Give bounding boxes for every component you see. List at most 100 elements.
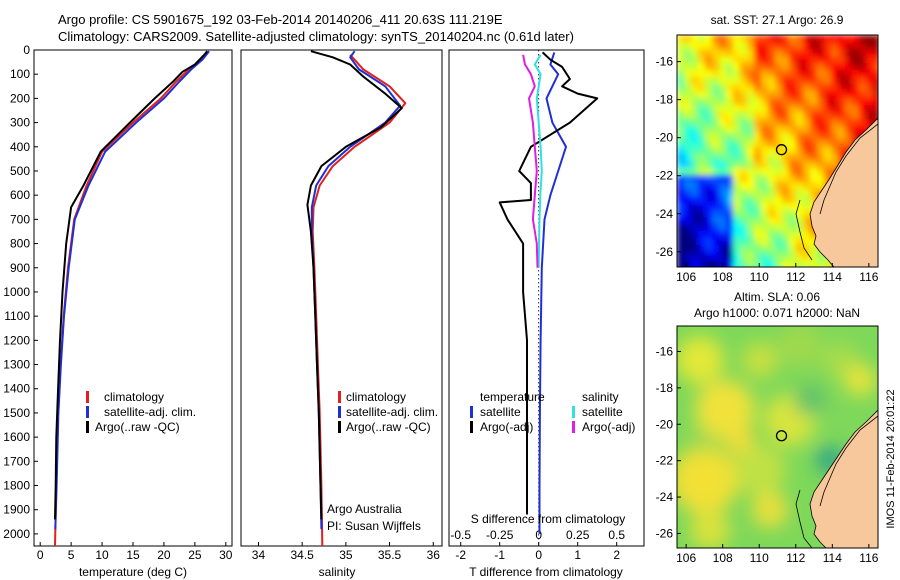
sst-cell (782, 112, 789, 119)
sst-cell (859, 35, 866, 42)
sst-cell (712, 245, 719, 252)
sst-cell (761, 63, 768, 70)
sst-cell (684, 168, 691, 175)
sst-cell (810, 56, 817, 63)
sst-cell (691, 140, 698, 147)
sst-cell (831, 140, 838, 147)
sst-cell (754, 133, 761, 140)
sst-cell (740, 224, 747, 231)
title-line-1: Argo profile: CS 5901675_192 03-Feb-2014… (58, 12, 503, 27)
sst-cell (677, 70, 684, 77)
sst-cell (803, 203, 810, 210)
sst-cell (810, 175, 817, 182)
sst-cell (782, 203, 789, 210)
sst-cell (726, 231, 733, 238)
map-y-tick-label: -16 (656, 344, 674, 358)
sst-cell (845, 84, 852, 91)
sst-cell (719, 224, 726, 231)
sst-cell (838, 49, 845, 56)
sst-cell (852, 77, 859, 84)
sst-cell (859, 63, 866, 70)
sst-cell (789, 259, 796, 266)
sst-cell (768, 224, 775, 231)
sst-cell (684, 35, 691, 42)
sst-cell (712, 84, 719, 91)
sst-cell (789, 147, 796, 154)
sst-cell (831, 98, 838, 105)
sst-cell (796, 168, 803, 175)
sst-cell (796, 112, 803, 119)
sst-cell (684, 91, 691, 98)
sst-cell (831, 112, 838, 119)
sst-cell (810, 84, 817, 91)
sst-cell (712, 140, 719, 147)
sst-cell (824, 84, 831, 91)
sst-cell (817, 259, 824, 266)
map-x-tick-label: 108 (713, 551, 733, 565)
sst-cell (810, 196, 817, 203)
sst-cell (803, 168, 810, 175)
sst-cell (719, 252, 726, 259)
x-tick-label: -2 (455, 548, 466, 562)
sst-cell (796, 91, 803, 98)
map-y-tick-label: -26 (656, 245, 674, 259)
sst-cell (747, 126, 754, 133)
sst-cell (873, 49, 878, 56)
sst-cell (712, 35, 719, 42)
sst-cell (677, 147, 684, 154)
title-line-2: Climatology: CARS2009. Satellite-adjuste… (58, 29, 574, 44)
sst-cell (796, 98, 803, 105)
sst-cell (705, 140, 712, 147)
sst-cell (810, 35, 817, 42)
sst-cell (866, 84, 873, 91)
sst-cell (712, 238, 719, 245)
sst-cell (761, 217, 768, 224)
sst-cell (775, 70, 782, 77)
sst-cell (712, 133, 719, 140)
map-x-tick-label: 106 (676, 551, 696, 565)
sst-cell (796, 231, 803, 238)
sst-cell (684, 217, 691, 224)
sst-cell (817, 112, 824, 119)
sst-cell (782, 91, 789, 98)
sst-cell (852, 112, 859, 119)
sst-cell (803, 126, 810, 133)
legend-satellite-label: satellite-adj. clim. (346, 405, 438, 419)
sst-cell (747, 119, 754, 126)
sst-cell (691, 112, 698, 119)
series-line-s-argo (522, 54, 539, 268)
sst-cell (684, 259, 691, 266)
sst-cell (761, 98, 768, 105)
sst-cell (684, 252, 691, 259)
difference-top-ticks: -0.5 -0.25 0 0.25 0.5 (450, 528, 625, 542)
sst-cell (852, 42, 859, 49)
sst-cell (754, 49, 761, 56)
temperature-lines (54, 50, 210, 546)
sst-cell (789, 56, 796, 63)
sst-map-title: sat. SST: 27.1 Argo: 26.9 (711, 13, 844, 27)
legend-t-argo-swatch (470, 421, 473, 433)
sst-cell (747, 42, 754, 49)
sst-cell (712, 210, 719, 217)
sst-cell (677, 133, 684, 140)
sst-cell (768, 112, 775, 119)
sst-cell (698, 112, 705, 119)
sst-cell (775, 259, 782, 266)
sst-cell (726, 189, 733, 196)
sst-cell (712, 231, 719, 238)
sst-cell (845, 126, 852, 133)
sst-cell (782, 252, 789, 259)
sst-cell (712, 161, 719, 168)
temperature-axes (33, 49, 233, 547)
sst-cell (740, 119, 747, 126)
sst-cell (740, 168, 747, 175)
sst-cell (810, 182, 817, 189)
sst-cell (789, 252, 796, 259)
sst-cell (768, 175, 775, 182)
sst-cell (824, 140, 831, 147)
sst-cell (817, 84, 824, 91)
sst-cell (768, 35, 775, 42)
sst-cell (789, 77, 796, 84)
sst-cell (698, 126, 705, 133)
sst-cell (859, 70, 866, 77)
